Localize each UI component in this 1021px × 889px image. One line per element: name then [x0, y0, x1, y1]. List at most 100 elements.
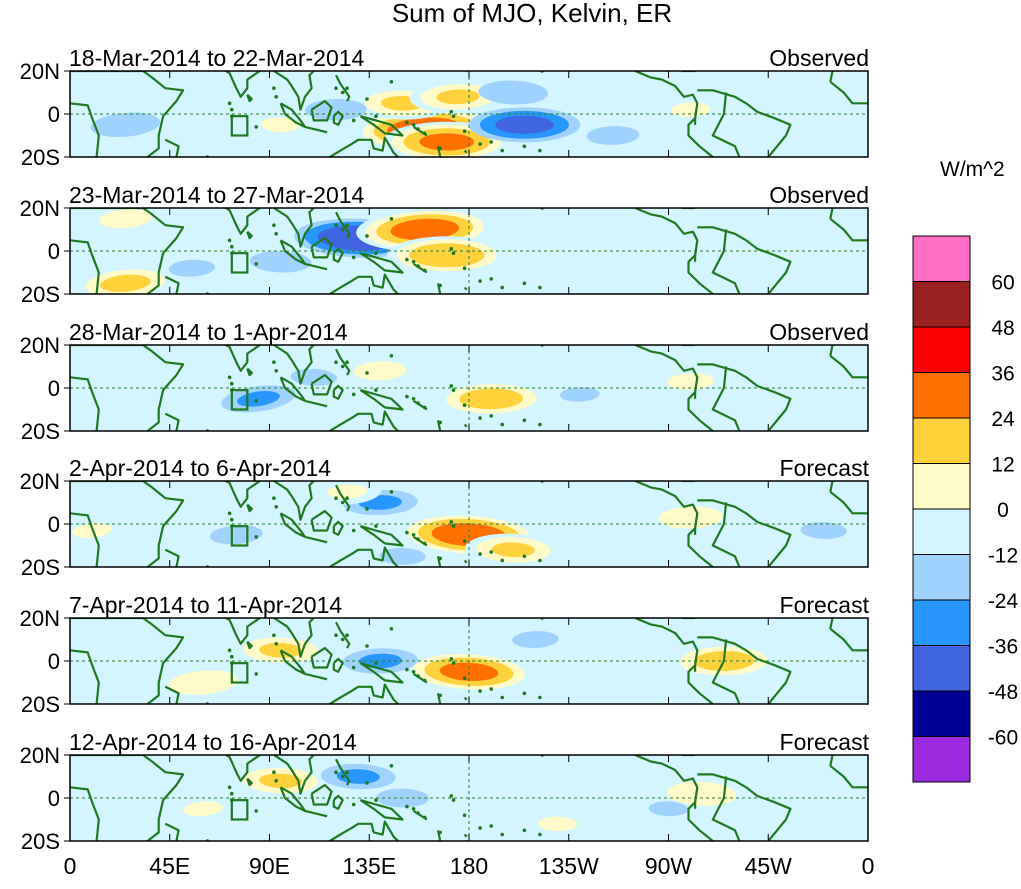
coastline [223, 481, 262, 508]
island [449, 110, 454, 114]
island [230, 654, 234, 659]
island [374, 524, 378, 528]
island [365, 234, 369, 238]
coastline [223, 618, 262, 645]
island [438, 556, 443, 561]
panel-type-label: Observed [769, 182, 869, 208]
colorbar-tick-label: -36 [988, 636, 1018, 659]
colorbar-swatch [912, 554, 971, 601]
coastline [164, 275, 180, 294]
island [227, 511, 232, 516]
coastline [697, 363, 792, 431]
anomaly-contour [127, 764, 190, 789]
anomaly-contour [209, 525, 263, 545]
island [522, 828, 527, 833]
island [405, 530, 409, 535]
coastline [304, 399, 328, 408]
coastline [223, 208, 262, 235]
anomaly-field [90, 80, 726, 157]
island [389, 490, 394, 494]
island [345, 496, 349, 501]
coastline [246, 640, 253, 650]
anomaly-contour [390, 218, 459, 241]
coastline [310, 374, 333, 396]
panel-1: 20N 0 20S 18-Mar-2014 to 22-Mar-2014 Observe… [20, 45, 869, 170]
coastline [273, 208, 315, 248]
island [340, 637, 345, 642]
panel-period-label: 7-Apr-2014 to 11-Apr-2014 [69, 592, 342, 618]
island [405, 667, 409, 672]
island [500, 558, 505, 563]
coastline [359, 525, 404, 547]
island [462, 266, 467, 271]
island [365, 644, 369, 648]
coastline [697, 636, 792, 704]
panel-2: 20N 0 20S 23-Mar-2014 to 27-Mar-2014 Observe… [20, 182, 869, 307]
coastline [634, 618, 714, 704]
island [422, 131, 427, 136]
reference-box [230, 662, 249, 684]
island [449, 247, 454, 251]
island [411, 260, 416, 264]
island [451, 661, 456, 665]
y-tick-label: 20S [21, 145, 60, 170]
island [230, 517, 234, 522]
island [274, 779, 279, 783]
reference-box [230, 115, 249, 137]
colorbar-swatch [912, 463, 971, 510]
coastline [829, 755, 834, 767]
coastline [359, 389, 404, 411]
colorbar-swatch [912, 508, 971, 555]
panel-type-label: Observed [769, 45, 869, 71]
coastline [320, 683, 399, 704]
island [334, 633, 338, 637]
anomaly-contour [559, 387, 600, 402]
island [538, 422, 542, 427]
coastline [70, 649, 100, 704]
panel-3: 20N 0 20S 28-Mar-2014 to 1-Apr-2014 Observed [20, 319, 869, 444]
island [451, 251, 456, 255]
anomaly-contour [105, 345, 168, 369]
island [274, 505, 279, 509]
island [274, 95, 279, 99]
island [416, 401, 420, 405]
coastline [359, 662, 404, 684]
coastline [829, 80, 868, 105]
island [345, 223, 349, 227]
coastline [70, 786, 100, 841]
island [416, 674, 420, 678]
anomaly-contour [436, 89, 480, 105]
island [227, 238, 232, 243]
coastline [246, 503, 253, 513]
coastline [310, 510, 333, 532]
coastline [310, 646, 333, 669]
island [438, 283, 443, 288]
panels-group: 20N 0 20S 18-Mar-2014 to 22-Mar-2014 Observe… [20, 45, 870, 854]
coastline [70, 481, 185, 567]
y-tick-label: 20S [21, 282, 60, 307]
coastlines [70, 618, 868, 704]
island [451, 388, 456, 392]
coastline [335, 758, 351, 786]
island [254, 809, 258, 813]
island [374, 251, 378, 255]
coastline [223, 71, 262, 98]
island [272, 86, 276, 90]
island [365, 781, 369, 785]
island [272, 496, 276, 501]
coastline [697, 89, 792, 157]
island [478, 279, 482, 283]
coastline [829, 764, 868, 789]
x-tick-label: 135W [539, 853, 599, 879]
island [438, 830, 443, 835]
coastline [164, 412, 180, 431]
island [416, 127, 420, 131]
coastline [320, 410, 399, 431]
island [411, 397, 416, 401]
coastline [463, 423, 468, 428]
island [254, 672, 258, 676]
island [462, 539, 467, 543]
x-tick-label: 180 [450, 853, 488, 879]
coastline [332, 794, 344, 810]
